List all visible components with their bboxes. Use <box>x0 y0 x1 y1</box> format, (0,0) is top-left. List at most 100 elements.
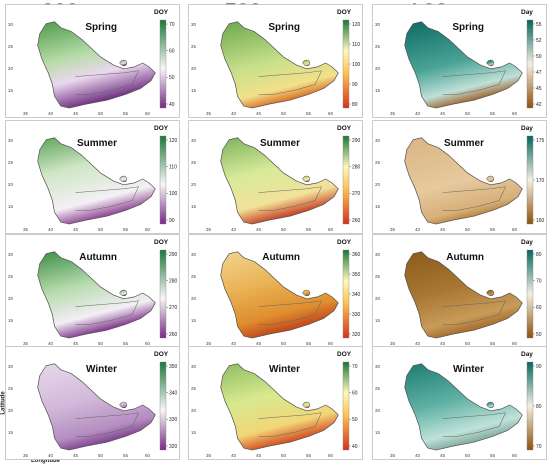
qatar-shape <box>302 175 311 183</box>
qatar-shape <box>302 401 311 409</box>
peninsula-map <box>404 137 523 225</box>
lat-tick-label: 25 <box>375 386 381 391</box>
lon-tick-label: 50 <box>281 227 287 232</box>
colorbar-tick-label: 110 <box>169 164 177 170</box>
colorbar <box>526 135 534 225</box>
lat-tick-label: 20 <box>191 408 197 413</box>
lon-tick-label: 40 <box>231 227 237 232</box>
lat-tick-label: 15 <box>375 430 381 435</box>
lat-tick-label: 15 <box>375 204 381 209</box>
qatar-shape <box>302 289 311 297</box>
peninsula-map <box>37 251 156 339</box>
region-boundary <box>442 300 506 325</box>
peninsula-map <box>404 21 523 109</box>
lat-tick-label: 20 <box>191 182 197 187</box>
lon-tick-label: 55 <box>306 341 312 346</box>
colorbar <box>342 135 350 225</box>
colorbar-tick-label: 50 <box>536 54 542 60</box>
lon-tick-label: 60 <box>328 341 334 346</box>
lon-tick-label: 55 <box>490 453 496 458</box>
season-label: Summer <box>444 138 484 149</box>
colorbar-tick-label: 70 <box>352 364 358 370</box>
lon-tick-label: 45 <box>256 453 262 458</box>
lon-tick-label: 45 <box>73 227 79 232</box>
colorbar <box>342 361 350 451</box>
qatar-shape <box>119 401 128 409</box>
lat-tick-label: 20 <box>8 296 14 301</box>
lon-tick-label: 45 <box>440 227 446 232</box>
colorbar-tick-label: 360 <box>352 252 361 258</box>
lon-tick-label: 60 <box>145 227 151 232</box>
colorbar-tick-label: 100 <box>169 191 178 197</box>
lat-tick-label: 30 <box>191 364 197 369</box>
lon-tick-label: 60 <box>145 111 151 116</box>
qatar-shape <box>119 289 128 297</box>
lon-tick-label: 55 <box>490 227 496 232</box>
qatar-shape <box>119 59 128 67</box>
lon-tick-label: 35 <box>390 341 396 346</box>
lat-tick-label: 15 <box>8 88 14 93</box>
colorbar-tick-label: 42 <box>536 102 542 108</box>
colorbar-tick-label: 160 <box>536 218 545 224</box>
lon-tick-label: 50 <box>281 341 287 346</box>
lon-tick-label: 55 <box>306 227 312 232</box>
lat-tick-label: 30 <box>8 364 14 369</box>
lon-tick-label: 50 <box>281 111 287 116</box>
lon-tick-label: 50 <box>98 453 104 458</box>
peninsula-map <box>220 363 339 451</box>
peninsula-map <box>37 21 156 109</box>
colorbar-tick-label: 50 <box>536 332 542 338</box>
lon-tick-label: 40 <box>415 341 421 346</box>
lon-tick-label: 40 <box>48 341 54 346</box>
colorbar-unit: DOY <box>337 351 352 358</box>
lat-tick-label: 15 <box>191 318 197 323</box>
lon-tick-label: 50 <box>98 227 104 232</box>
peninsula-map <box>220 21 339 109</box>
lon-tick-label: 55 <box>306 111 312 116</box>
lat-tick-label: 20 <box>375 182 381 187</box>
colorbar-tick-label: 60 <box>352 390 358 396</box>
season-label: Summer <box>77 138 117 149</box>
lat-tick-label: 15 <box>8 318 14 323</box>
lon-tick-label: 35 <box>23 453 29 458</box>
region-boundary <box>75 186 139 211</box>
lat-tick-label: 25 <box>375 274 381 279</box>
colorbar-tick-label: 80 <box>536 404 542 410</box>
colorbar-tick-label: 50 <box>169 75 175 81</box>
colorbar-tick-label: 290 <box>169 252 178 258</box>
lon-tick-label: 35 <box>23 227 29 232</box>
lon-tick-label: 35 <box>206 341 212 346</box>
peninsula-map <box>220 251 339 339</box>
colorbar-tick-label: 80 <box>536 252 542 258</box>
lon-tick-label: 45 <box>440 341 446 346</box>
lon-tick-label: 40 <box>48 227 54 232</box>
colorbar-tick-label: 90 <box>169 218 175 224</box>
region-boundary <box>75 70 139 95</box>
lat-tick-label: 15 <box>375 318 381 323</box>
lon-tick-label: 60 <box>512 227 518 232</box>
lat-tick-label: 15 <box>8 430 14 435</box>
lat-tick-label: 30 <box>191 22 197 27</box>
colorbar <box>526 19 534 109</box>
season-label: Autumn <box>262 252 300 263</box>
lon-tick-label: 35 <box>390 111 396 116</box>
lat-tick-label: 25 <box>191 274 197 279</box>
lon-tick-label: 50 <box>465 453 471 458</box>
lat-tick-label: 25 <box>8 274 14 279</box>
colorbar <box>159 19 167 109</box>
season-label: Winter <box>86 364 117 375</box>
lon-tick-label: 50 <box>98 341 104 346</box>
lon-tick-label: 35 <box>390 227 396 232</box>
lat-tick-label: 25 <box>191 44 197 49</box>
colorbar <box>342 19 350 109</box>
season-label: Spring <box>85 22 117 33</box>
lat-tick-label: 25 <box>8 386 14 391</box>
region-boundary <box>258 412 322 437</box>
lon-tick-label: 35 <box>206 111 212 116</box>
lon-tick-label: 55 <box>123 227 129 232</box>
